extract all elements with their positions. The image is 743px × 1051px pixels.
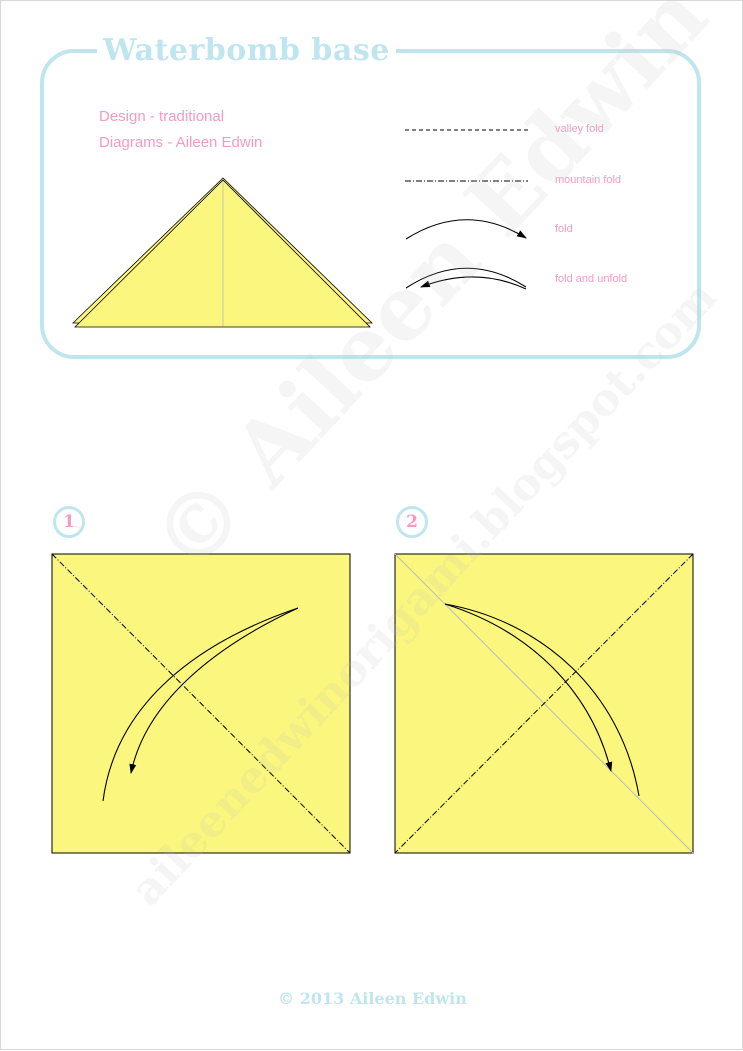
- step-1-diagram: [51, 553, 351, 854]
- step-2-fold-arrow: [444, 603, 613, 772]
- legend-valley-fold-label: valley fold: [555, 123, 604, 135]
- footer-copyright: © 2013 Aileen Edwin: [278, 989, 467, 1008]
- legend-mountain-fold-label: mountain fold: [555, 174, 622, 186]
- step-2-fold-arrow-outer: [444, 603, 640, 797]
- legend-fold-and-unfold-label: fold and unfold: [555, 273, 628, 285]
- step-2-badge: 2: [396, 506, 428, 538]
- step-1-badge: 1: [53, 506, 85, 538]
- step-1-fold-arrow: [129, 607, 299, 774]
- step-2-mountain-fold-line: [394, 553, 694, 854]
- design-credit: Design - traditional: [99, 108, 225, 125]
- front-flap: [74, 179, 371, 328]
- diagrams-credit: Diagrams - Aileen Edwin: [99, 134, 263, 151]
- legend-fold-label: fold: [555, 223, 573, 235]
- fold-arrow-symbol: [405, 219, 527, 240]
- waterbomb-base-result: [72, 177, 373, 328]
- fold-and-unfold-arrow-symbol: [405, 267, 527, 290]
- step-1-fold-arrow-outer: [102, 607, 299, 802]
- step-1-mountain-fold-line: [51, 553, 351, 854]
- step-2-diagram: [394, 553, 694, 854]
- page-title: Waterbomb base: [97, 29, 396, 73]
